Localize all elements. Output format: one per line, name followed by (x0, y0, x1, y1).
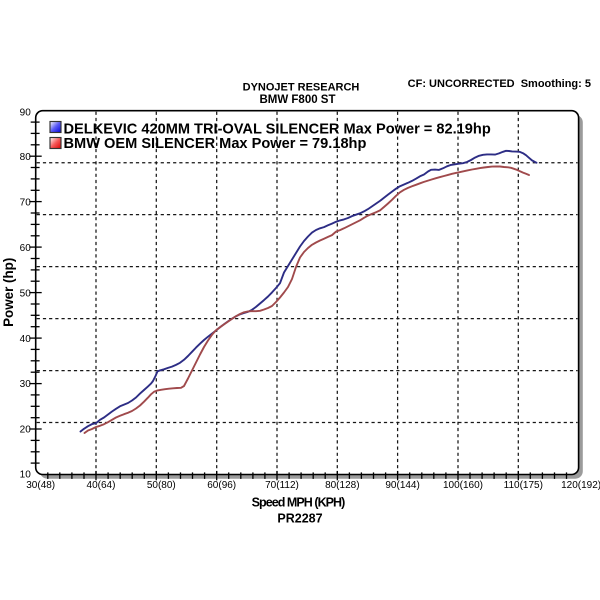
svg-text:20: 20 (20, 425, 32, 436)
svg-text:90: 90 (20, 107, 32, 118)
svg-text:50(80): 50(80) (147, 480, 176, 491)
svg-text:40(64): 40(64) (87, 480, 116, 491)
svg-text:Power (hp): Power (hp) (1, 258, 16, 327)
svg-text:50: 50 (20, 288, 32, 299)
svg-text:DELKEVIC 420MM TRI-OVAL SILENC: DELKEVIC 420MM TRI-OVAL SILENCER Max Pow… (64, 121, 491, 137)
svg-text:40: 40 (20, 334, 32, 345)
svg-text:BMW OEM SILENCER Max Power = 7: BMW OEM SILENCER Max Power = 79.18hp (64, 136, 367, 152)
svg-text:BMW F800 ST: BMW F800 ST (259, 94, 335, 106)
svg-text:30: 30 (20, 379, 32, 390)
svg-text:30(48): 30(48) (26, 480, 55, 491)
svg-text:70: 70 (20, 197, 32, 208)
svg-text:110(175): 110(175) (504, 480, 543, 491)
svg-text:70(112): 70(112) (265, 480, 299, 491)
svg-text:60: 60 (20, 243, 32, 254)
svg-text:80: 80 (20, 152, 32, 163)
svg-text:CF: UNCORRECTED Smoothing: 5: CF: UNCORRECTED Smoothing: 5 (408, 78, 591, 90)
svg-text:PR2287: PR2287 (277, 512, 322, 526)
svg-text:60(96): 60(96) (207, 480, 236, 491)
svg-text:90(144): 90(144) (385, 480, 419, 491)
svg-text:80(128): 80(128) (325, 480, 359, 491)
svg-text:Speed MPH (KPH): Speed MPH (KPH) (252, 496, 345, 510)
svg-text:100(160): 100(160) (443, 480, 483, 491)
svg-text:DYNOJET RESEARCH: DYNOJET RESEARCH (243, 82, 360, 94)
svg-text:120(192): 120(192) (561, 480, 600, 491)
svg-text:10: 10 (20, 470, 32, 481)
